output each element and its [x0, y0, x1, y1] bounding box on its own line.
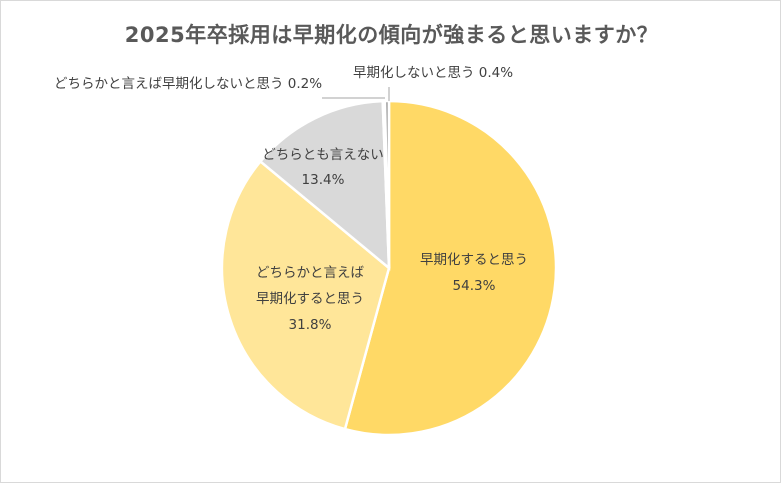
pie-slice — [220, 159, 391, 431]
data-label-category: 早期化しないと思う 0.4% — [353, 65, 513, 81]
data-label-value: 54.3% — [453, 278, 496, 294]
data-label-category: どちらかと言えば — [256, 265, 364, 281]
pie-slice — [343, 99, 558, 437]
data-label-category: どちらかと言えば早期化しないと思う 0.2% — [54, 76, 322, 92]
data-label-category: 早期化すると思う — [256, 291, 364, 307]
data-label-value: 13.4% — [302, 172, 345, 188]
data-label-value: 31.8% — [289, 317, 332, 333]
chart-title: 2025年卒採用は早期化の傾向が強まると思いますか？ — [124, 23, 659, 47]
pie-slice — [258, 99, 391, 271]
data-label-category: 早期化すると思う — [420, 252, 528, 268]
data-label-category: どちらとも言えない — [262, 147, 384, 163]
